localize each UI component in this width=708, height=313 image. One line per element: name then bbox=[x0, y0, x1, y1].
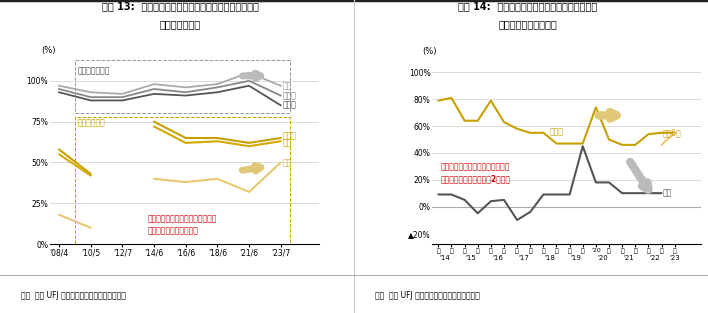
Text: 東京～吉祥寺駅: 東京～吉祥寺駅 bbox=[78, 67, 110, 75]
Text: 八王子: 八王子 bbox=[282, 132, 296, 141]
Text: 図表 13:  デベロッパーが用地仕入れを検討するエリア: 図表 13: デベロッパーが用地仕入れを検討するエリア bbox=[102, 2, 259, 12]
Text: '16: '16 bbox=[492, 255, 503, 261]
Text: '20: '20 bbox=[597, 255, 608, 261]
Text: (%): (%) bbox=[42, 46, 56, 55]
Text: 図表 14:  デベロッパーが用地仕入れを検討する: 図表 14: デベロッパーが用地仕入れを検討する bbox=[458, 2, 597, 12]
Text: 新宿: 新宿 bbox=[282, 81, 292, 90]
Text: 吉祥寺: 吉祥寺 bbox=[282, 101, 296, 110]
Text: '14: '14 bbox=[440, 255, 450, 261]
Text: '15: '15 bbox=[466, 255, 476, 261]
Text: 出所  三菱 UFJ 信託銀行「デベロッパー調査」: 出所 三菱 UFJ 信託銀行「デベロッパー調査」 bbox=[21, 291, 126, 300]
Text: 都区部: 都区部 bbox=[550, 127, 564, 136]
Text: '18: '18 bbox=[544, 255, 555, 261]
Text: '21: '21 bbox=[623, 255, 634, 261]
Text: 出所  三菱 UFJ 信託銀行「デベロッパー調査」: 出所 三菱 UFJ 信託銀行「デベロッパー調査」 bbox=[375, 291, 480, 300]
Text: 日野: 日野 bbox=[282, 138, 292, 147]
Text: 三鷹～高尾駅: 三鷹～高尾駅 bbox=[78, 119, 105, 128]
Text: 都心の仕入れ意欲は恒常的に高い
郊外はアフターコロナで2極化へ: 都心の仕入れ意欲は恒常的に高い 郊外はアフターコロナで2極化へ bbox=[441, 162, 511, 183]
Text: (%): (%) bbox=[423, 47, 437, 56]
Text: 四ツ谷: 四ツ谷 bbox=[282, 91, 296, 100]
Text: （中央線沿線）: （中央線沿線） bbox=[160, 19, 201, 29]
Text: 郊外: 郊外 bbox=[663, 189, 672, 198]
Text: '19: '19 bbox=[571, 255, 582, 261]
Text: エリア（都心、郊外）: エリア（都心、郊外） bbox=[498, 19, 556, 29]
Text: '23: '23 bbox=[669, 255, 680, 261]
Text: 都心6区: 都心6区 bbox=[663, 128, 682, 137]
Text: '17: '17 bbox=[518, 255, 529, 261]
Text: デベロッパーの三鷹～高尾駅間の
仕入れ意欲は高まる傾向: デベロッパーの三鷹～高尾駅間の 仕入れ意欲は高まる傾向 bbox=[148, 215, 217, 236]
Text: '22: '22 bbox=[650, 255, 661, 261]
Text: 高尾: 高尾 bbox=[282, 158, 292, 167]
